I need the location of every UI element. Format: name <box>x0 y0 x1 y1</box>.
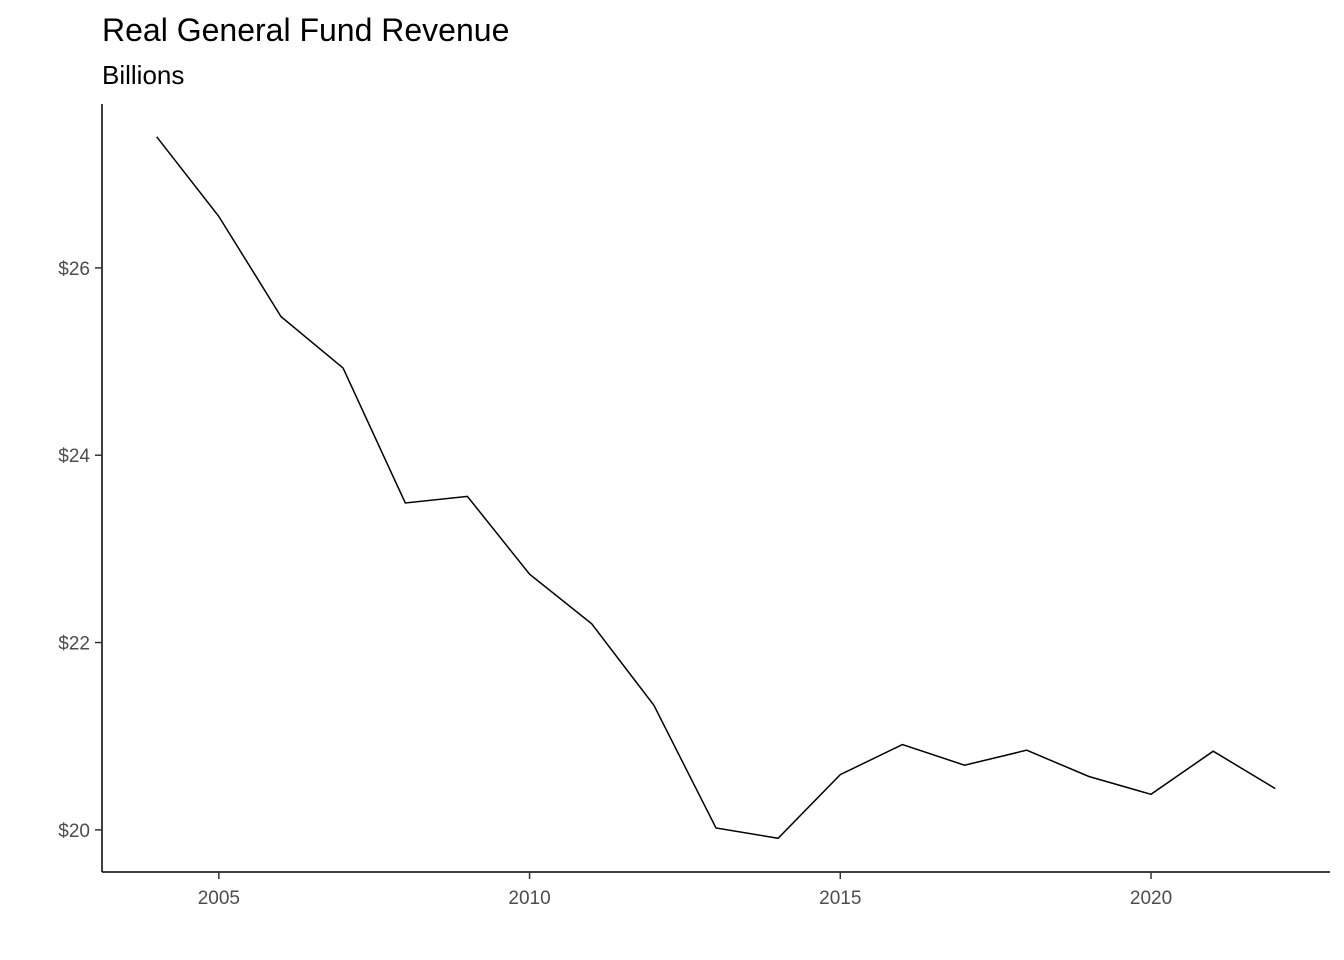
y-tick-label: $22 <box>58 634 90 655</box>
y-tick-label: $24 <box>58 446 90 467</box>
y-tick-label: $20 <box>58 821 90 842</box>
series-line <box>156 136 1276 840</box>
x-tick-label: 2010 <box>508 888 550 909</box>
y-tick-label: $26 <box>58 259 90 280</box>
x-tick-label: 2015 <box>819 888 861 909</box>
ticks: 2005 2010 2015 2020 $20 $22 $24 $26 <box>58 259 1172 909</box>
x-tick-label: 2020 <box>1130 888 1172 909</box>
chart-subtitle: Billions <box>102 60 184 90</box>
x-tick-label: 2005 <box>198 888 240 909</box>
axes <box>101 104 1330 873</box>
chart-title: Real General Fund Revenue <box>102 12 509 48</box>
series <box>156 136 1276 840</box>
